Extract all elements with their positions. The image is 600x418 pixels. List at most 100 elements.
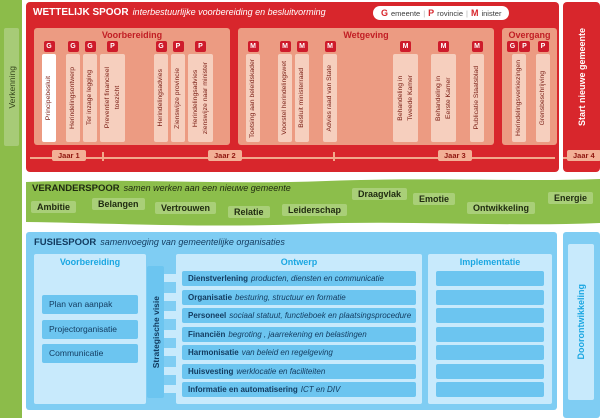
legend-provincie-initial: P (428, 8, 435, 18)
theme-chip-ontwikkeling: Ontwikkeling (467, 202, 536, 214)
process-step: G P Herindelingsverkiezingen (507, 41, 530, 142)
process-step: M Toetsing aan beleidskader (246, 41, 260, 142)
workstream-huisvesting: Huisvesting werklocatie en faciliteiten (182, 364, 416, 379)
strategic-vision-label: Strategische visie (150, 295, 161, 369)
new-municipality-label: Start nieuwe gemeente (576, 27, 587, 127)
actor-badge: P (519, 41, 530, 52)
process-step: M Behandeling in Eerste Kamer (431, 41, 456, 142)
theme-chip-energie: Energie (548, 192, 594, 204)
implementation-bar (436, 382, 544, 397)
phase-title: Wetgeving (343, 30, 389, 40)
step-label: Herindelingsontwerp (69, 67, 76, 129)
implementation-bar (436, 308, 544, 323)
workstream-financien: Financiën begroting , jaarrekening en bel… (182, 327, 416, 342)
process-step: G Herindelingsadvies (154, 41, 168, 142)
actor-badge: M (279, 41, 291, 52)
workstream-organisatie: Organisatie besturing, structuur en forma… (182, 290, 416, 305)
process-step: P Grensbeschrijving (536, 41, 550, 142)
actor-badge: M (400, 41, 411, 52)
phase-voorbereiding: Voorbereiding G Principebesluit G Herind… (34, 28, 230, 145)
step-label: Herindelingsadvies (157, 69, 164, 127)
actor-badge: M (247, 41, 259, 52)
theme-chip-leiderschap: Leiderschap (282, 204, 348, 216)
merger-track-subtitle: samenvoeging van gemeentelijke organisat… (100, 237, 285, 247)
connector-stub (164, 348, 176, 356)
change-track-title: VERANDERSPOOR samen werken aan een nieuwe… (32, 183, 291, 194)
prep-item-plan-van-aanpak: Plan van aanpak (42, 295, 138, 314)
step-label: Besluit ministerraad (298, 68, 305, 128)
new-municipality-label-box: Start nieuwe gemeente (563, 14, 600, 140)
step-label: Zienswijze provincie (174, 67, 181, 129)
process-step: M Voorstel herindelingswet (278, 41, 292, 142)
step-label: Herindelingsadvies zienswijze naar minist… (191, 61, 209, 135)
actor-badge: G (507, 41, 518, 52)
step-label: Publicatie Staatsblad (473, 66, 480, 130)
workstream-dienstverlening: Dienstverlening producten, diensten en co… (182, 271, 416, 286)
actor-badge: P (107, 41, 118, 52)
column-header: Voorbereiding (59, 257, 121, 267)
workstream-harmonisatie: Harmonisatie van beleid en regelgeving (182, 345, 416, 360)
connector-stub (164, 330, 176, 338)
process-step: P Herindelingsadvies zienswijze naar mini… (188, 41, 213, 142)
connector-stub (164, 385, 176, 393)
process-step: P Preventief financieel toezicht (100, 41, 125, 142)
phase-title: Overgang (508, 30, 551, 40)
implementation-bar (436, 345, 544, 360)
process-step: M Publicatie Staatsblad (470, 41, 484, 142)
further-development-rail: Doorontwikkeling (563, 232, 600, 418)
step-label: Voorstel herindelingswet (281, 61, 288, 135)
step-label: Advies raad van State (326, 64, 333, 132)
workstream-personeel: Personeel sociaal statuut, functieboek en… (182, 308, 416, 323)
legal-track-title-text: WETTELIJK SPOOR (33, 7, 129, 18)
theme-chip-relatie: Relatie (228, 206, 270, 218)
column-implementatie: Implementatie (428, 254, 552, 404)
phase-wetgeving: Wetgeving M Toetsing aan beleidskader M … (238, 28, 494, 145)
legend-gemeente-initial: G (381, 8, 389, 18)
legend-provincie-rest: rovincie (437, 8, 464, 18)
legend-separator: | (423, 8, 426, 18)
process-step: G Ter inzage legging (83, 41, 97, 142)
legend-separator: | (466, 8, 468, 18)
prep-item-projectorganisatie: Projectorganisatie (42, 320, 138, 339)
further-development-label-box: Doorontwikkeling (568, 244, 594, 400)
actor-badge: G (43, 41, 55, 52)
change-track-title-text: VERANDERSPOOR (32, 183, 120, 194)
theme-chip-belangen: Belangen (92, 198, 145, 210)
legend-minister-rest: inister (481, 8, 502, 18)
process-step: M Advies raad van State (323, 41, 337, 142)
theme-chip-draagvlak: Draagvlak (352, 188, 408, 200)
actor-badge: P (537, 41, 549, 52)
theme-chip-vertrouwen: Vertrouwen (155, 202, 217, 214)
merger-track-title-text: FUSIESPOOR (34, 237, 97, 248)
actor-badge: G (67, 41, 79, 52)
column-ontwerp: Ontwerp Dienstverlening producten, dienst… (176, 254, 422, 404)
actor-badge: G (155, 41, 167, 52)
timeline-axis (30, 157, 555, 159)
timeline-year-4: Jaar 4 (567, 150, 600, 161)
step-label: Behandeling in Tweede Kamer (396, 75, 414, 121)
step-label: Principebesluit (45, 75, 52, 121)
timeline-tick (333, 152, 335, 161)
column-voorbereiding: Voorbereiding Plan van aanpak Projectorg… (34, 254, 146, 404)
actor-badge: G (84, 41, 96, 52)
actor-badge: P (195, 41, 206, 52)
step-label: Toetsing aan beleidskader (249, 58, 256, 138)
step-label: Herindelingsverkiezingen (514, 60, 522, 136)
implementation-bar (436, 364, 544, 379)
actor-badge: M (438, 41, 449, 52)
process-step: M Behandeling in Tweede Kamer (393, 41, 418, 142)
process-step: G Principebesluit (42, 41, 56, 142)
step-label: Preventief financieel toezicht (103, 67, 121, 129)
connector-stub (164, 274, 176, 282)
legal-track-subtitle: interbestuurlijke voorbereiding en beslu… (132, 7, 326, 17)
merger-track-title: FUSIESPOOR samenvoeging van gemeentelijke… (34, 237, 285, 248)
legal-track-title: WETTELIJK SPOOR interbestuurlijke voorber… (33, 7, 326, 18)
column-header: Implementatie (459, 257, 521, 267)
process-step: P Zienswijze provincie (171, 41, 185, 142)
further-development-label: Doorontwikkeling (576, 284, 586, 360)
implementation-bar (436, 327, 544, 342)
timeline-year-2: Jaar 2 (208, 150, 242, 161)
actor-badge: M (296, 41, 308, 52)
actor-badge: M (324, 41, 336, 52)
